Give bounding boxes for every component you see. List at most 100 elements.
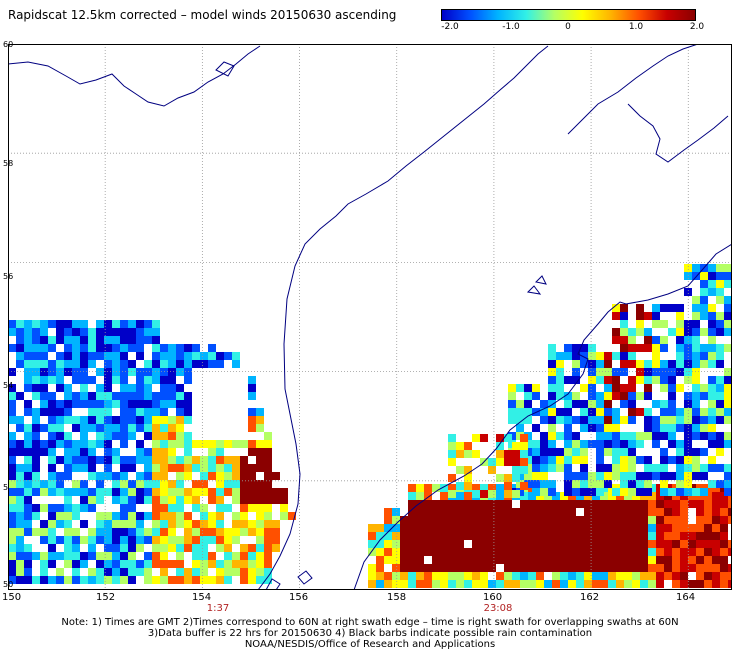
- wind-cell: [192, 344, 200, 352]
- wind-cell: [160, 416, 168, 424]
- wind-cell: [692, 432, 700, 440]
- wind-cell: [160, 552, 168, 560]
- wind-cell: [596, 360, 604, 368]
- wind-cell: [496, 572, 504, 580]
- wind-cell: [40, 576, 48, 584]
- wind-cell: [628, 440, 636, 448]
- wind-cell: [24, 328, 32, 336]
- wind-cell: [596, 440, 604, 448]
- wind-cell: [232, 440, 240, 448]
- wind-cell: [564, 472, 572, 480]
- wind-cell: [80, 480, 88, 488]
- wind-cell: [168, 512, 176, 520]
- wind-cell: [128, 400, 136, 408]
- wind-cell: [448, 508, 456, 516]
- wind-cell: [548, 464, 556, 472]
- wind-cell: [640, 532, 648, 540]
- wind-cell: [480, 572, 488, 580]
- wind-cell: [520, 434, 528, 442]
- wind-cell: [624, 532, 632, 540]
- wind-cell: [128, 416, 136, 424]
- wind-cell: [112, 536, 120, 544]
- wind-cell: [608, 524, 616, 532]
- wind-cell: [192, 360, 200, 368]
- wind-cell: [248, 528, 256, 536]
- wind-cell: [716, 352, 724, 360]
- wind-cell: [716, 440, 724, 448]
- map-canvas[interactable]: [7, 43, 736, 591]
- footnote-line-1: Note: 1) Times are GMT 2)Times correspon…: [61, 617, 679, 628]
- wind-cell: [708, 432, 716, 440]
- wind-cell: [656, 580, 664, 588]
- wind-cell: [104, 448, 112, 456]
- wind-cell: [700, 304, 708, 312]
- wind-cell: [16, 360, 24, 368]
- wind-cell: [612, 440, 620, 448]
- wind-cell: [708, 336, 716, 344]
- wind-cell: [96, 472, 104, 480]
- wind-cell: [572, 488, 580, 496]
- wind-cell: [128, 456, 136, 464]
- wind-cell: [580, 408, 588, 416]
- wind-cell: [208, 344, 216, 352]
- wind-cell: [712, 580, 720, 588]
- wind-cell: [224, 456, 232, 464]
- wind-cell: [24, 528, 32, 536]
- wind-cell: [232, 560, 240, 568]
- wind-cell: [480, 580, 488, 588]
- wind-cell: [232, 464, 240, 472]
- wind-cell: [120, 440, 128, 448]
- wind-cell: [628, 416, 636, 424]
- wind-cell: [152, 488, 160, 496]
- wind-cell: [572, 352, 580, 360]
- wind-cell: [72, 576, 80, 584]
- wind-cell: [628, 336, 636, 344]
- wind-cell: [192, 352, 200, 360]
- wind-cell: [200, 504, 208, 512]
- wind-cell: [16, 464, 24, 472]
- wind-cell: [640, 516, 648, 524]
- wind-cell: [64, 352, 72, 360]
- wind-cell: [16, 472, 24, 480]
- wind-cell: [128, 576, 136, 584]
- wind-cell: [552, 540, 560, 548]
- wind-cell: [416, 540, 424, 548]
- wind-cell: [488, 532, 496, 540]
- wind-cell: [176, 552, 184, 560]
- wind-cell: [712, 532, 720, 540]
- wind-cell: [112, 576, 120, 584]
- wind-cell: [128, 432, 136, 440]
- wind-cell: [672, 572, 680, 580]
- wind-cell: [664, 572, 672, 580]
- wind-cell: [8, 432, 16, 440]
- wind-cell: [120, 536, 128, 544]
- wind-cell: [540, 400, 548, 408]
- wind-cell: [136, 344, 144, 352]
- wind-cell: [128, 504, 136, 512]
- wind-cell: [40, 344, 48, 352]
- wind-cell: [88, 456, 96, 464]
- wind-cell: [24, 472, 32, 480]
- wind-cell: [520, 466, 528, 474]
- wind-cell: [620, 448, 628, 456]
- wind-cell: [688, 524, 696, 532]
- wind-cell: [152, 440, 160, 448]
- wind-cell: [644, 464, 652, 472]
- wind-cell: [40, 448, 48, 456]
- wind-cell: [496, 492, 504, 500]
- wind-cell: [184, 376, 192, 384]
- lat-label-54: 54: [3, 381, 14, 390]
- wind-cell: [256, 528, 264, 536]
- wind-cell: [72, 376, 80, 384]
- wind-cell: [692, 464, 700, 472]
- wind-cell: [528, 540, 536, 548]
- wind-cell: [548, 352, 556, 360]
- wind-cell: [596, 416, 604, 424]
- wind-cell: [240, 544, 248, 552]
- wind-cell: [704, 540, 712, 548]
- wind-cell: [504, 540, 512, 548]
- wind-cell: [104, 320, 112, 328]
- map-panel[interactable]: [7, 43, 736, 591]
- wind-cell: [604, 440, 612, 448]
- wind-cell: [604, 352, 612, 360]
